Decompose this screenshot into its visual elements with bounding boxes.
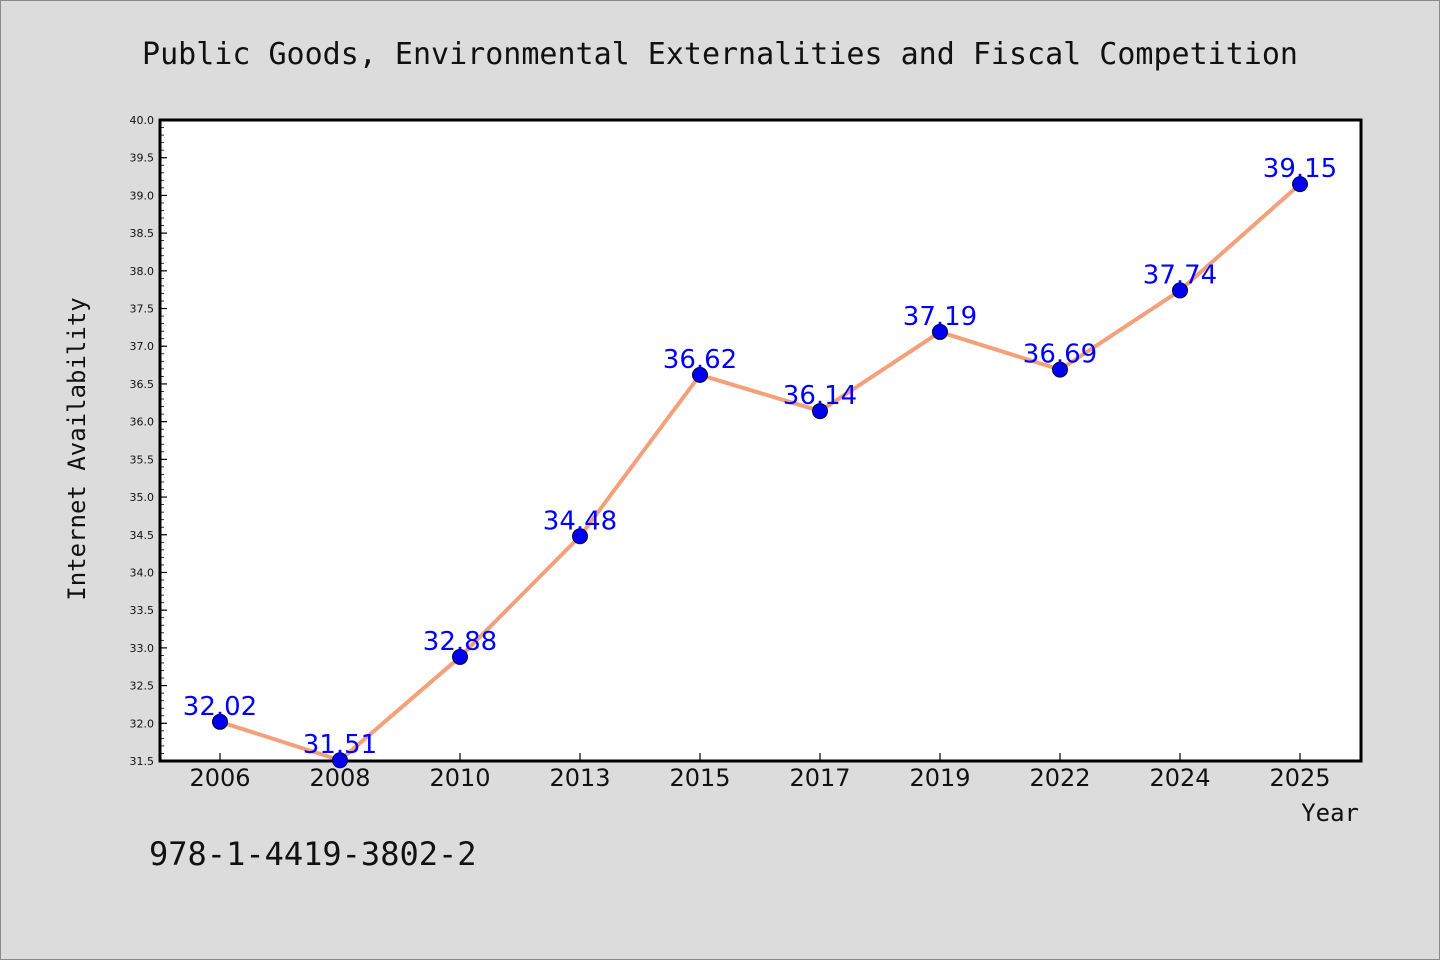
- y-tick-label: 35.0: [130, 491, 155, 504]
- y-tick-label: 35.5: [130, 453, 155, 466]
- x-axis-label: Year: [1301, 799, 1359, 827]
- data-point: [452, 648, 468, 665]
- x-tick-label: 2008: [309, 764, 370, 792]
- data-point: [932, 323, 948, 340]
- y-tick-label: 37.5: [130, 303, 155, 316]
- x-tick-label: 2017: [789, 764, 850, 792]
- data-label: 32.02: [183, 692, 257, 722]
- data-label: 36.62: [663, 345, 737, 375]
- data-label: 32.88: [423, 627, 497, 657]
- x-tick-label: 2015: [669, 764, 730, 792]
- y-tick-label: 40.0: [130, 114, 155, 127]
- x-tick-label: 2006: [189, 764, 250, 792]
- y-tick-label: 34.5: [130, 529, 155, 542]
- isbn-text: 978-1-4419-3802-2: [149, 835, 477, 873]
- x-tick-label: 2024: [1149, 764, 1210, 792]
- y-tick-label: 39.0: [130, 189, 155, 202]
- y-tick-label: 38.0: [130, 265, 155, 278]
- x-tick-label: 2010: [429, 764, 490, 792]
- y-axis: 31.5 32.0 32.5 33.0 33.5 34.0 34.5 35.0 35.5 36.0…: [130, 114, 167, 768]
- data-point: [572, 528, 588, 545]
- plot-area: [158, 118, 1363, 763]
- data-point: [1292, 176, 1308, 193]
- data-label: 34.48: [543, 506, 617, 536]
- data-label: 37.19: [903, 302, 977, 332]
- data-label: 39.15: [1263, 154, 1337, 184]
- x-tick-label: 2022: [1029, 764, 1090, 792]
- y-tick-label: 33.5: [130, 604, 155, 617]
- y-tick-label: 39.5: [130, 152, 155, 165]
- data-label: 31.51: [303, 730, 377, 760]
- y-axis-label: Internet Availability: [63, 297, 91, 600]
- x-axis: 2006 2008 2010 2013 2015 2017 2019 2022 2024 2025: [189, 753, 1331, 792]
- x-tick-label: 2019: [909, 764, 970, 792]
- data-point: [1052, 361, 1068, 378]
- data-labels: 32.02 31.51 32.88 34.48 36.62 36.14 37.19 36.69…: [183, 154, 1337, 760]
- data-point: [812, 403, 828, 420]
- data-point: [212, 713, 228, 730]
- y-tick-label: 36.0: [130, 416, 155, 429]
- chart-title: Public Goods, Environmental Externalitie…: [142, 37, 1298, 72]
- data-label: 36.14: [783, 381, 857, 411]
- data-label: 37.74: [1143, 260, 1217, 290]
- y-tick-label: 31.5: [130, 755, 155, 768]
- series-line: [219, 182, 1302, 763]
- x-tick-label: 2013: [549, 764, 610, 792]
- y-tick-label: 36.5: [130, 378, 155, 391]
- x-tick-label: 2025: [1269, 764, 1330, 792]
- y-tick-label: 32.0: [130, 717, 155, 730]
- y-tick-label: 33.0: [130, 642, 155, 655]
- y-tick-label: 38.5: [130, 227, 155, 240]
- y-tick-label: 37.0: [130, 340, 155, 353]
- y-tick-label: 32.5: [130, 680, 155, 693]
- data-point: [332, 752, 348, 769]
- data-markers: [212, 176, 1308, 769]
- data-label: 36.69: [1023, 340, 1097, 370]
- data-point: [1172, 282, 1188, 299]
- data-point: [692, 366, 708, 383]
- y-tick-label: 34.0: [130, 566, 155, 579]
